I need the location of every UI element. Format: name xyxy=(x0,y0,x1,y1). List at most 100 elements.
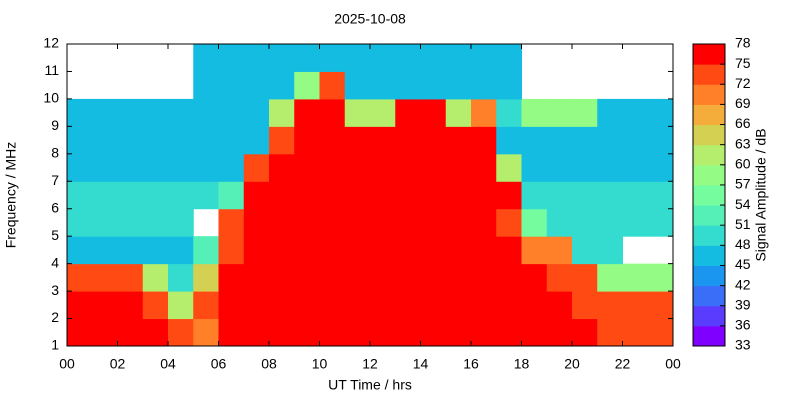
colorbar-band xyxy=(693,84,725,105)
heat-cell xyxy=(395,98,421,127)
heat-cell xyxy=(395,291,421,320)
heat-cell xyxy=(344,71,371,100)
heat-cell xyxy=(67,236,93,265)
heat-cell xyxy=(142,153,169,182)
heat-cell xyxy=(395,71,421,100)
heat-cell xyxy=(597,181,623,210)
heat-cell xyxy=(471,291,497,320)
heat-cell xyxy=(420,318,447,347)
heat-cell xyxy=(168,153,194,182)
heat-cell xyxy=(294,71,320,100)
heat-cell xyxy=(597,208,623,237)
heat-cell xyxy=(269,71,295,100)
heat-cell xyxy=(471,98,497,127)
heat-cell xyxy=(344,181,371,210)
heat-cell xyxy=(269,291,295,320)
heat-cell xyxy=(572,208,598,237)
heat-cell xyxy=(496,318,522,347)
colorbar-band xyxy=(693,184,725,206)
y-tick-label: 4 xyxy=(51,254,59,270)
heat-cell xyxy=(218,98,245,127)
heat-cell xyxy=(647,181,674,210)
heat-cell xyxy=(344,318,371,347)
colorbar-band xyxy=(693,44,725,65)
heat-cell xyxy=(243,153,270,182)
heat-cell xyxy=(496,263,522,292)
heat-cell xyxy=(243,291,270,320)
x-tick-label: 06 xyxy=(211,356,227,372)
heat-cell xyxy=(319,291,346,320)
heat-cell xyxy=(445,126,472,155)
heat-cell xyxy=(370,71,396,100)
heat-cell xyxy=(445,44,472,72)
colorbar-tick-label: 51 xyxy=(735,216,751,232)
heat-cell xyxy=(420,126,447,155)
colorbar-tick-label: 48 xyxy=(735,236,751,252)
heat-cell xyxy=(294,318,320,347)
heat-cell xyxy=(471,71,497,100)
colorbar-band xyxy=(693,225,725,246)
heat-cell xyxy=(67,181,93,210)
heat-cell xyxy=(117,153,144,182)
heat-cell xyxy=(344,126,371,155)
heat-cell xyxy=(445,236,472,265)
heat-cell xyxy=(344,263,371,292)
heat-cell xyxy=(496,181,522,210)
heat-cell xyxy=(243,318,270,347)
heat-cell xyxy=(445,318,472,347)
heat-cell xyxy=(395,44,421,72)
heat-cell xyxy=(269,44,295,72)
heat-cell xyxy=(344,208,371,237)
y-tick-label: 9 xyxy=(51,117,59,133)
heat-cell xyxy=(218,208,245,237)
y-tick-label: 6 xyxy=(51,199,59,215)
heat-cell xyxy=(92,291,118,320)
heat-cell xyxy=(420,181,447,210)
x-tick-label: 22 xyxy=(615,356,631,372)
heat-cell xyxy=(193,71,219,100)
heat-cell xyxy=(294,98,320,127)
colorbar-tick-label: 57 xyxy=(735,176,751,192)
heat-cell xyxy=(269,236,295,265)
heat-cell xyxy=(445,71,472,100)
heat-cell xyxy=(117,181,144,210)
heat-cell xyxy=(572,153,598,182)
x-tick-label: 08 xyxy=(261,356,277,372)
heat-cell xyxy=(370,236,396,265)
colorbar-tick-label: 42 xyxy=(735,276,751,292)
heat-cell xyxy=(546,181,573,210)
heat-cell xyxy=(294,44,320,72)
heat-cell xyxy=(521,181,548,210)
heat-cell xyxy=(572,291,598,320)
colorbar-tick-label: 36 xyxy=(735,317,751,333)
heat-cell xyxy=(370,181,396,210)
heat-cell xyxy=(496,44,522,72)
heat-cell xyxy=(370,98,396,127)
heat-cell xyxy=(597,318,623,347)
heat-cell xyxy=(117,291,144,320)
heat-cell xyxy=(218,318,245,347)
heat-cell xyxy=(193,318,219,347)
y-tick-label: 5 xyxy=(51,227,59,243)
chart-title: 2025-10-08 xyxy=(334,11,406,27)
heat-cell xyxy=(218,181,245,210)
x-tick-label: 02 xyxy=(110,356,126,372)
heat-cell xyxy=(243,98,270,127)
heat-cell xyxy=(218,71,245,100)
heat-cell xyxy=(142,208,169,237)
y-tick-label: 1 xyxy=(51,337,59,353)
heat-cell xyxy=(622,98,649,127)
heat-cell xyxy=(647,318,674,347)
heat-cell xyxy=(471,236,497,265)
heat-cell xyxy=(546,236,573,265)
colorbar-tick-label: 33 xyxy=(735,337,751,353)
heat-cell xyxy=(395,153,421,182)
heat-cell xyxy=(647,208,674,237)
heat-cell xyxy=(67,208,93,237)
colorbar-tick-label: 60 xyxy=(735,156,751,172)
heat-cell xyxy=(420,44,447,72)
heat-cell xyxy=(218,126,245,155)
heat-cell xyxy=(218,263,245,292)
heat-cell xyxy=(243,126,270,155)
